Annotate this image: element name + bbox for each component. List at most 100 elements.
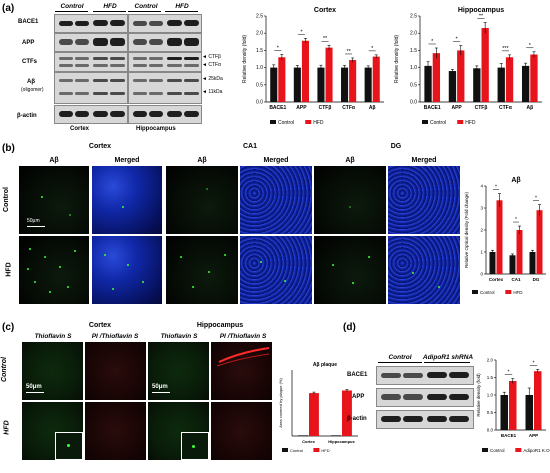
blot-hippo-abeta [128,72,202,104]
bar-hfd [278,57,286,102]
bar-hfd [530,54,538,102]
x-tick-label: APP [451,105,462,111]
bar-control [341,67,349,102]
chart-cortex-density: Cortex 0.0 0.5 1.0 1.5 2.0 2.5 Relative density… [242,7,384,126]
blot-d-app [376,388,474,407]
micro-pi-hippo-hfd [211,402,272,460]
bar-control [529,252,536,274]
bar-adipor1-k-o [509,381,517,430]
y-tick-label: 1.5 [256,48,263,54]
row-label-oligomer: (oligomer) [21,87,44,93]
region-title-hippocampus-c: Hippocampus [196,322,244,329]
x-tick-label: APP [296,105,307,111]
col-merged-1: Merged [114,157,140,164]
scale-label-b: 50μm [27,218,40,224]
x-tick-label: Aβ [526,105,533,111]
panel-a-label: (a) [2,3,15,14]
bar-control [293,67,301,102]
legend-swatch [270,120,276,124]
bar-hfd [301,40,309,102]
y-tick-label: 2.0 [487,358,494,363]
legend-label: HFD [513,290,523,295]
y-axis-label: Relative density (fold) [242,35,248,83]
col-abeta-3: Aβ [345,157,355,164]
row-label-control-c: Control [0,357,8,382]
col-pi-thioflavin-1: PI /Thioflavin S [91,333,139,340]
bar-control [473,68,481,102]
sig-marker: ** [346,49,351,55]
x-tick-label: CTFβ [319,105,332,111]
legend-label: Control [490,448,505,453]
micro-thio-cortex-hfd [22,402,83,460]
bar-hfd [536,210,543,274]
sig-marker: * [495,185,497,191]
legend-swatch [282,448,288,452]
blot-cortex-abeta [54,72,128,104]
bar-hfd [372,56,380,102]
bar-hfd [516,230,523,274]
panel-c-label: (c) [2,322,15,333]
y-tick-label: 0.0 [410,100,417,106]
bar-hfd [309,393,319,436]
legend-label: HFD [465,120,476,126]
micro-cortex-merged-control [92,166,162,234]
blot-cortex-ctfs [54,52,128,72]
y-tick-label: 0 [480,272,483,277]
col-merged-2: Merged [263,157,289,164]
y-axis-label: Relative density (fold) [394,35,400,83]
row-label-actin: β-actin [17,113,37,119]
bar-control [521,65,530,102]
bar-hfd [505,57,514,102]
region-title-cortex-c: Cortex [88,322,112,329]
chart-abeta-optical: Aβ 0 1 2 3 4 Relative Optical density (Fold ch… [464,177,546,295]
y-axis-label: Relative density (fold) [476,373,481,417]
x-tick-label: DG [533,277,540,282]
d-row-bace1: BACE1 [347,372,368,378]
micro-pi-cortex-hfd [85,402,146,460]
row-label-hfd-b: HFD [5,262,13,277]
y-tick-label: 2.0 [256,31,263,37]
sig-marker: ** [479,14,484,20]
legend-swatch [305,120,312,124]
y-tick-label: 2 [480,228,483,233]
y-tick-label: 2.5 [410,14,417,20]
y-axis-label: Relative Optical density (Fold change) [464,191,469,268]
x-tick-label: BACE1 [424,105,441,111]
blot-hippo-ctfs [128,52,202,72]
sig-marker: * [508,370,510,376]
sig-marker: * [515,217,517,223]
sig-marker: ** [323,36,328,42]
legend-swatch [422,120,428,124]
y-tick-label: 1.5 [487,375,494,380]
sig-marker: * [533,360,535,366]
blot-header-hfd-2: HFD [175,3,189,10]
col-thioflavin-2: Thioflavin S [160,333,198,340]
region-label-hippocampus: Hippocampus [136,126,176,132]
row-label-app: APP [22,40,35,46]
y-tick-label: 1.5 [410,48,417,54]
x-tick-label: CTFβ [475,105,488,111]
chart-adipor1-density: 0.0 0.5 1.0 1.5 2.0 Relative density (fold) * B… [476,358,550,454]
scale-label-c1: 50μm [26,384,42,390]
col-abeta-1: Aβ [49,157,59,164]
legend-swatch [457,120,464,124]
sig-marker: * [535,196,537,202]
bar-control [364,67,372,102]
blot-d-actin [376,410,474,429]
bar-control [317,67,325,102]
region-title-cortex: Cortex [88,143,112,150]
y-tick-label: 1.0 [487,393,494,398]
micro-pi-hippo-control [211,342,272,400]
row-label-hfd-c: HFD [3,420,11,435]
chart-hippocampus-density: Hippocampus 0.0 0.5 1.0 1.5 2.0 2.5 Relative de… [394,7,542,126]
bar-hfd [432,53,441,102]
bar-hfd [496,200,503,274]
chart-title: Cortex [314,7,336,14]
bar-control [424,65,432,102]
legend-swatch [505,290,512,294]
bar-adipor1-k-o [534,371,542,430]
d-header-control: Control [388,354,412,361]
sig-marker: * [529,43,532,49]
blot-header-hfd-1: HFD [103,3,117,10]
legend-label: HFD [321,448,329,453]
